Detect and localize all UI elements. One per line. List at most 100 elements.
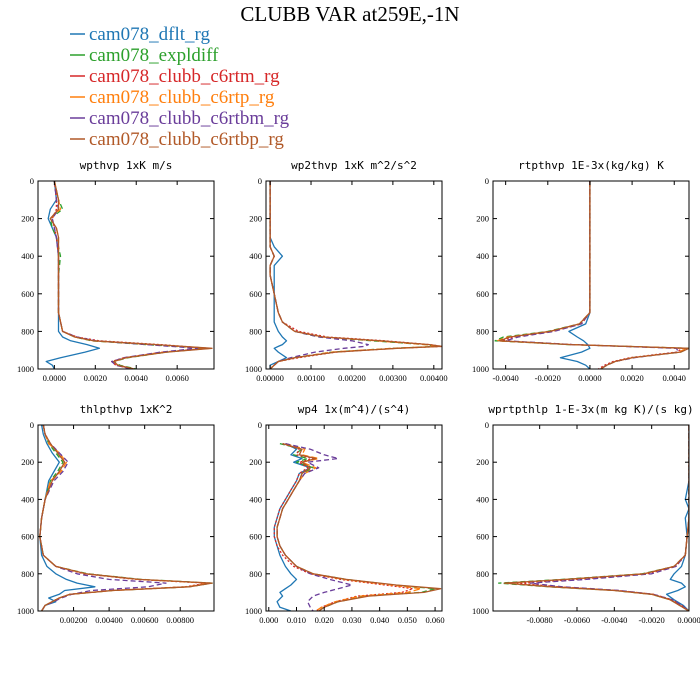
series-line — [39, 425, 167, 611]
legend-entry: cam078_clubb_c6rtp_rg — [70, 87, 275, 108]
series-line — [49, 181, 209, 369]
x-tick-label: 0.00000 — [256, 373, 284, 383]
legend-label: cam078_clubb_c6rtbm_rg — [89, 108, 290, 129]
y-tick-label: 200 — [249, 214, 262, 224]
series-line — [269, 181, 442, 369]
figure-title: CLUBB VAR at259E,-1N — [240, 2, 459, 26]
y-tick-label: 1000 — [472, 606, 489, 616]
x-tick-label: 0.0020 — [620, 373, 643, 383]
series-group — [494, 181, 689, 369]
panel: rtpthvp 1E-3x(kg/kg) K02004006008001000-… — [472, 159, 690, 383]
series-line — [39, 425, 208, 611]
y-tick-label: 0 — [30, 420, 34, 430]
x-tick-label: 0.0040 — [663, 373, 686, 383]
y-tick-label: 0 — [485, 420, 489, 430]
legend-label: cam078_clubb_c6rtp_rg — [89, 87, 275, 108]
plot-frame — [37, 180, 215, 370]
y-tick-label: 200 — [21, 214, 34, 224]
legend-label: cam078_clubb_c6rtbp_rg — [89, 129, 284, 150]
y-tick-label: 800 — [249, 569, 262, 579]
legend: cam078_dflt_rgcam078_expldiffcam078_club… — [70, 24, 290, 150]
x-tick-label: 0.000 — [259, 615, 278, 625]
y-tick-label: 800 — [476, 326, 489, 336]
series-line — [497, 425, 689, 611]
x-tick-label: 0.00400 — [95, 615, 123, 625]
panel: thlpthvp 1xK^2 0 200 400 600 800 1000 0.00200 0.… — [17, 403, 215, 625]
panel: wp2thvp 1xK m^2/s^2020040060080010000.00… — [245, 159, 448, 383]
legend-entry: cam078_clubb_c6rtm_rg — [70, 66, 280, 87]
y-tick-label: 600 — [21, 532, 34, 542]
y-tick-label: 1000 — [245, 606, 262, 616]
series-line — [559, 181, 591, 369]
y-tick-label: 200 — [476, 457, 489, 467]
x-tick-label: 0.00400 — [420, 373, 448, 383]
x-tick-label: 0.00100 — [297, 373, 325, 383]
y-tick-label: 800 — [21, 569, 34, 579]
series-line — [49, 181, 211, 369]
series-line — [529, 425, 689, 611]
plot-frame — [492, 424, 690, 612]
y-tick-label: 0 — [485, 176, 489, 186]
x-tick-label: 0.00200 — [60, 615, 88, 625]
panel: wprtpthlp 1-E-3x(m kg K)/(s kg) 0 200 400 60… — [472, 403, 700, 625]
panel: wpthvp 1xK m/s 0 200 400 600 800 1000 0.0000 0.0… — [17, 159, 215, 383]
legend-entry: cam078_clubb_c6rtbp_rg — [70, 129, 284, 150]
y-tick-label: 600 — [249, 289, 262, 299]
x-tick-label: 0.00200 — [338, 373, 366, 383]
plot-frame — [265, 180, 443, 370]
y-tick-label: 0 — [30, 176, 34, 186]
series-line — [269, 181, 442, 369]
plot-frame — [37, 424, 215, 612]
x-tick-label: -0.0060 — [564, 615, 590, 625]
x-tick-label: 0.0060 — [165, 373, 188, 383]
series-line — [494, 181, 689, 369]
series-group — [45, 181, 213, 369]
plot-frame — [265, 424, 443, 612]
y-tick-label: 600 — [476, 532, 489, 542]
panel-title: wpthvp 1xK m/s — [80, 159, 173, 172]
series-group — [39, 425, 213, 611]
y-tick-label: 200 — [249, 457, 262, 467]
y-tick-label: 400 — [21, 251, 34, 261]
legend-entry: cam078_clubb_c6rtbm_rg — [70, 108, 290, 129]
y-tick-label: 1000 — [17, 606, 34, 616]
series-line — [49, 181, 213, 369]
series-line — [273, 442, 414, 611]
series-line — [504, 181, 680, 369]
series-line — [276, 442, 442, 611]
x-tick-label: 0.050 — [398, 615, 417, 625]
y-tick-label: 200 — [476, 214, 489, 224]
series-line — [269, 181, 369, 369]
series-line — [273, 443, 311, 611]
series-line — [39, 425, 213, 611]
y-tick-label: 800 — [21, 326, 34, 336]
series-group — [497, 425, 689, 611]
y-tick-label: 600 — [21, 289, 34, 299]
series-line — [269, 181, 288, 369]
x-tick-label: 0.040 — [370, 615, 389, 625]
y-tick-label: 400 — [21, 494, 34, 504]
x-tick-label: 0.0000 — [578, 373, 601, 383]
x-tick-label: 0.0000 — [43, 373, 66, 383]
x-tick-label: -0.0080 — [527, 615, 553, 625]
x-tick-label: -0.0020 — [639, 615, 665, 625]
panel-title: thlpthvp 1xK^2 — [80, 403, 173, 416]
series-line — [51, 181, 199, 369]
series-line — [45, 181, 101, 369]
x-tick-label: 0.0040 — [125, 373, 148, 383]
x-tick-label: 0.0020 — [84, 373, 107, 383]
x-tick-label: 0.010 — [287, 615, 306, 625]
y-tick-label: 1000 — [472, 364, 489, 374]
series-line — [39, 425, 96, 611]
x-tick-label: 0.00600 — [131, 615, 159, 625]
series-line — [39, 425, 212, 611]
panel-title: wprtpthlp 1-E-3x(m kg K)/(s kg) — [488, 403, 693, 416]
legend-label: cam078_dflt_rg — [89, 24, 211, 45]
y-tick-label: 0 — [258, 176, 262, 186]
y-tick-label: 200 — [21, 457, 34, 467]
y-tick-label: 800 — [249, 326, 262, 336]
x-tick-label: -0.0040 — [601, 615, 627, 625]
